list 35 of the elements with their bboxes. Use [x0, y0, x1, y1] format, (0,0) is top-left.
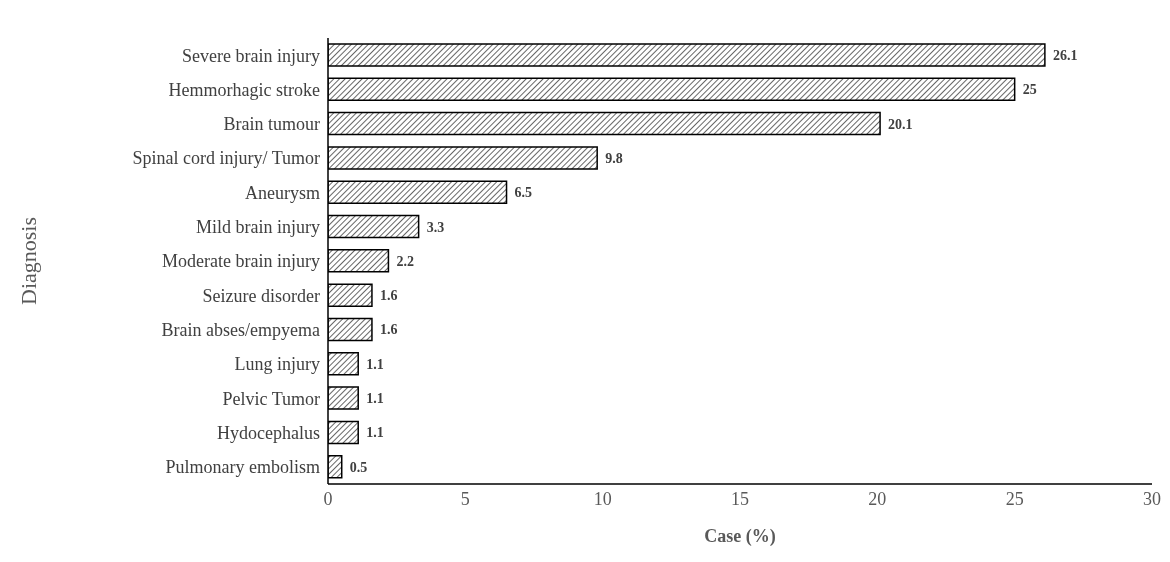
data-label: 2.2	[396, 253, 414, 269]
data-label: 1.1	[366, 425, 384, 441]
y-tick-label: Severe brain injury	[182, 45, 320, 66]
data-label: 0.5	[349, 459, 368, 475]
y-tick-label: Brain abses/empyema	[161, 320, 321, 341]
y-tick-label: Seizure disorder	[202, 285, 320, 306]
y-tick-label: Hydocephalus	[217, 422, 320, 443]
y-tick-label: Lung injury	[234, 354, 320, 375]
x-tick-label: 10	[593, 488, 612, 509]
data-label: 3.3	[426, 219, 445, 235]
data-label: 25	[1022, 82, 1037, 98]
data-label: 1.6	[379, 322, 398, 338]
x-tick-label: 20	[868, 488, 887, 509]
y-axis-title: Diagnosis	[15, 217, 41, 305]
y-tick-label: Brain tumour	[223, 114, 320, 135]
y-tick-label: Mild brain injury	[196, 217, 320, 238]
y-tick-label: Pelvic Tumor	[222, 388, 320, 409]
data-label: 1.1	[366, 391, 384, 407]
y-tick-label: Moderate brain injury	[162, 251, 320, 272]
x-tick-label: 5	[460, 488, 470, 509]
y-tick-label: Spinal cord injury/ Tumor	[132, 148, 320, 169]
data-label: 26.1	[1052, 47, 1078, 63]
y-tick-label: Hemmorhagic stroke	[168, 79, 321, 100]
data-label: 9.8	[605, 150, 623, 166]
x-tick-label: 30	[1143, 488, 1161, 509]
data-label: 6.5	[514, 185, 533, 201]
x-axis-title: Case (%)	[704, 526, 776, 547]
y-tick-label: Pulmonary embolism	[165, 457, 320, 478]
y-tick-label: Aneurysm	[245, 182, 320, 203]
data-label: 20.1	[888, 116, 913, 132]
x-tick-label: 25	[1005, 488, 1024, 509]
data-label: 1.1	[366, 356, 384, 372]
x-tick-label: 15	[731, 488, 749, 509]
x-tick-label: 0	[323, 488, 333, 509]
data-label: 1.6	[379, 288, 398, 304]
